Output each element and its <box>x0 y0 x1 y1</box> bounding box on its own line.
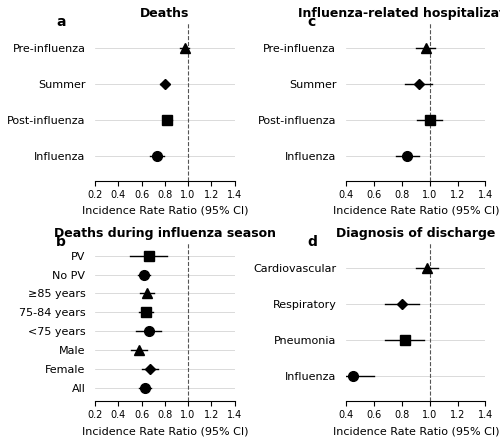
Title: Deaths: Deaths <box>140 7 190 20</box>
Text: c: c <box>307 15 316 29</box>
Text: b: b <box>56 235 66 249</box>
Title: Diagnosis of discharge: Diagnosis of discharge <box>336 227 496 240</box>
Title: Influenza-related hospitalizations: Influenza-related hospitalizations <box>298 7 500 20</box>
X-axis label: Incidence Rate Ratio (95% CI): Incidence Rate Ratio (95% CI) <box>332 426 499 436</box>
Title: Deaths during influenza season: Deaths during influenza season <box>54 227 276 240</box>
Text: d: d <box>307 235 317 249</box>
X-axis label: Incidence Rate Ratio (95% CI): Incidence Rate Ratio (95% CI) <box>82 426 248 436</box>
X-axis label: Incidence Rate Ratio (95% CI): Incidence Rate Ratio (95% CI) <box>82 206 248 216</box>
Text: a: a <box>56 15 66 29</box>
X-axis label: Incidence Rate Ratio (95% CI): Incidence Rate Ratio (95% CI) <box>332 206 499 216</box>
